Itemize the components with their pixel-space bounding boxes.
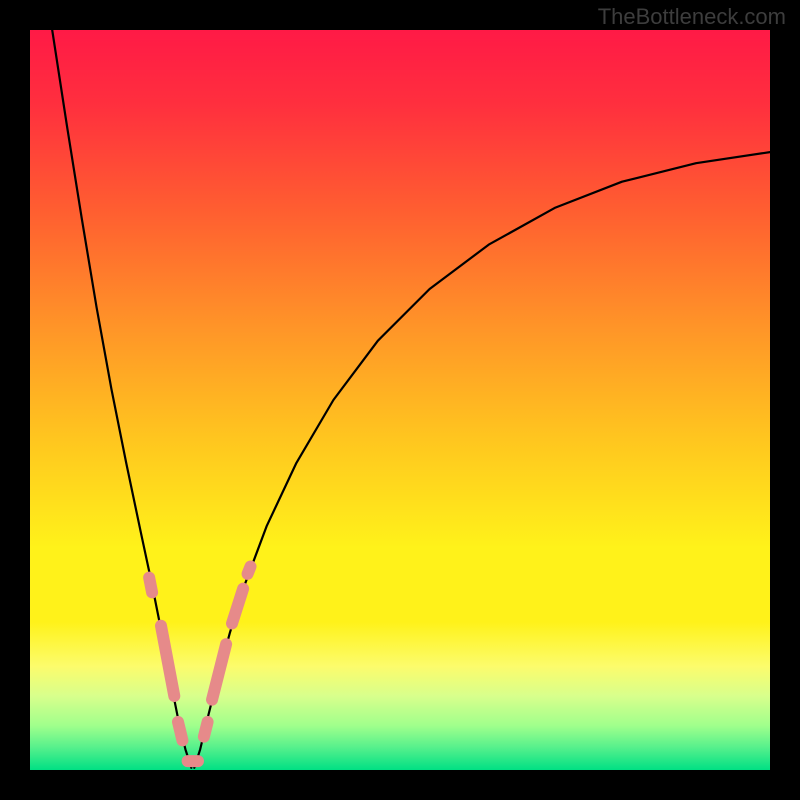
chart-frame: TheBottleneck.com [0,0,800,800]
plot-area [30,30,770,770]
gradient-background [30,30,770,770]
bottleneck-chart [30,30,770,770]
optimum-marker-4 [204,722,208,737]
optimum-marker-0 [149,578,152,593]
optimum-marker-7 [248,567,251,574]
optimum-marker-2 [178,722,182,741]
watermark-text: TheBottleneck.com [598,4,786,30]
